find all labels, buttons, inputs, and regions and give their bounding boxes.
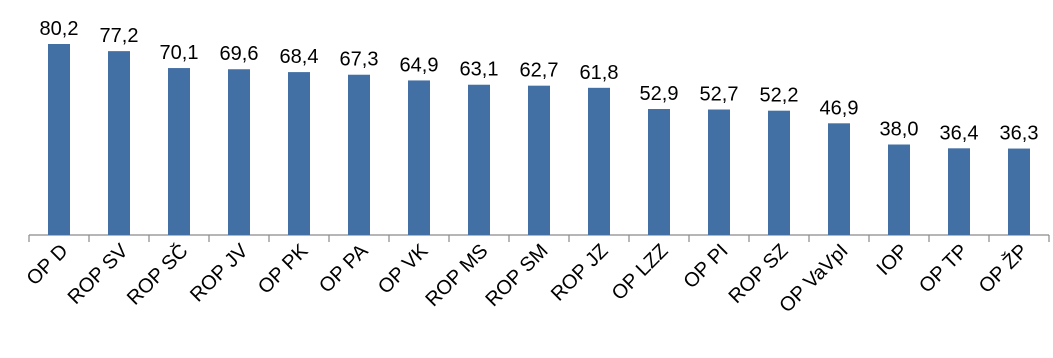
bar-16 (1008, 148, 1030, 235)
category-label-8: ROP SM (481, 240, 552, 311)
bar-1 (108, 51, 130, 235)
category-label-6: OP VK (374, 240, 433, 299)
data-label-6: 64,9 (400, 54, 439, 76)
category-label-0: OP D (23, 240, 73, 290)
bar-8 (528, 85, 550, 235)
category-label-16: OP ŽP (974, 239, 1032, 297)
bar-11 (708, 109, 730, 235)
category-label-7: ROP MS (421, 240, 492, 311)
bar-9 (588, 87, 610, 235)
data-labels: 80,2 77,2 70,1 69,6 68,4 67,3 64,9 63,1 62,7 61,8… (40, 18, 1039, 145)
data-label-2: 70,1 (160, 42, 199, 64)
data-label-10: 52,9 (640, 83, 679, 105)
category-label-9: ROP JZ (547, 240, 613, 306)
data-label-5: 67,3 (340, 49, 379, 71)
data-label-1: 77,2 (100, 25, 139, 47)
category-label-10: OP LZZ (608, 240, 673, 305)
category-label-11: OP PI (680, 240, 733, 293)
data-label-13: 46,9 (820, 97, 859, 119)
data-label-12: 52,2 (760, 85, 799, 107)
data-label-16: 36,3 (1000, 123, 1039, 145)
category-label-2: ROP SČ (122, 239, 192, 309)
bar-6 (408, 80, 430, 235)
bar-0 (48, 44, 70, 235)
data-label-14: 38,0 (880, 119, 919, 141)
bar-2 (168, 68, 190, 235)
data-label-3: 69,6 (220, 43, 259, 65)
category-label-5: OP PA (315, 240, 373, 298)
category-label-3: ROP JV (186, 240, 253, 307)
bar-13 (828, 123, 850, 235)
category-label-15: OP TP (915, 240, 972, 297)
bar-10 (648, 109, 670, 235)
bar-4 (288, 72, 310, 236)
data-label-7: 63,1 (460, 59, 499, 81)
bars (48, 44, 1030, 236)
bar-3 (228, 69, 250, 236)
x-axis-ticks (28, 235, 1050, 242)
category-label-14: IOP (873, 240, 913, 280)
bar-12 (768, 110, 790, 235)
category-label-4: OP PK (254, 240, 313, 299)
bar-5 (348, 74, 370, 235)
bar-15 (948, 148, 970, 235)
data-label-9: 61,8 (580, 62, 619, 84)
data-label-11: 52,7 (700, 83, 739, 105)
category-label-1: ROP SV (64, 240, 133, 309)
bar-7 (468, 84, 490, 235)
data-label-15: 36,4 (940, 122, 979, 144)
bar-14 (888, 144, 910, 235)
data-label-4: 68,4 (280, 46, 319, 68)
data-label-8: 62,7 (520, 60, 559, 82)
data-label-0: 80,2 (40, 18, 79, 40)
